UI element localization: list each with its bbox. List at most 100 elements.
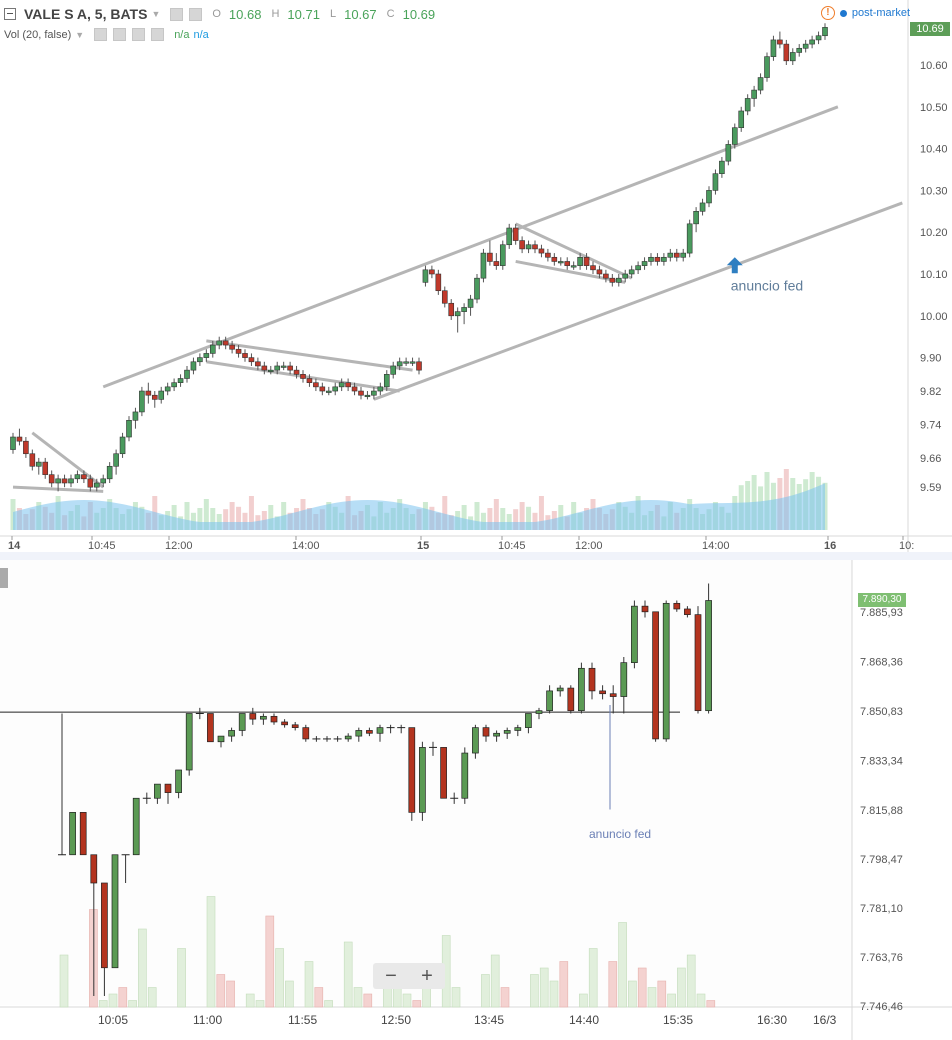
candle: [35, 461, 42, 467]
volume-bar: [314, 987, 324, 1008]
candle: [705, 600, 712, 712]
chevron-down-icon[interactable]: ▼: [75, 29, 85, 40]
settings-icon[interactable]: [170, 7, 184, 21]
candle: [620, 662, 628, 697]
volume-bar: [686, 954, 696, 1008]
candle: [435, 273, 442, 292]
candle: [403, 361, 409, 364]
candle: [113, 453, 119, 467]
candle: [302, 727, 310, 740]
candle: [796, 47, 803, 53]
time-axis-label: 10:45: [88, 540, 116, 552]
candle: [293, 369, 300, 375]
visibility-icon[interactable]: [113, 28, 127, 41]
candle: [139, 390, 145, 413]
candle: [599, 690, 606, 695]
candle: [764, 56, 770, 78]
annotation-arrow-icon: [726, 257, 743, 274]
volume-bar: [236, 506, 242, 530]
price-axis-label: 7.868,36: [860, 657, 903, 669]
candle: [203, 353, 210, 358]
candle: [603, 273, 609, 279]
top-chart-canvas[interactable]: anuncio fed 10.60 10.50 10.40 10.30 10.20 10.1…: [0, 0, 952, 552]
candle: [291, 724, 299, 728]
top-chart-pane[interactable]: anuncio fed 10.60 10.50 10.40 10.30 10.20 10.1…: [0, 0, 952, 552]
time-axis-label: 16/3: [813, 1013, 837, 1027]
bottom-chart-canvas[interactable]: anuncio fed 7.885,93 7.868,36 7.850,83 7.833…: [0, 560, 952, 1040]
visibility-icon[interactable]: [189, 7, 203, 21]
zoom-in-icon[interactable]: +: [421, 964, 433, 987]
market-status[interactable]: ! post-market: [820, 6, 910, 20]
candle: [429, 269, 435, 275]
candle: [514, 727, 522, 731]
add-icon[interactable]: [132, 28, 146, 41]
pane-scroll-handle[interactable]: [0, 568, 8, 588]
candle: [177, 378, 184, 383]
candle: [487, 252, 493, 262]
candle: [207, 713, 214, 743]
candle: [280, 365, 287, 368]
candle: [42, 461, 49, 475]
volume-bar: [657, 980, 667, 1008]
candle: [751, 89, 757, 99]
volume-bar: [184, 502, 190, 530]
candle: [185, 713, 193, 771]
settings-icon[interactable]: [94, 28, 108, 41]
volume-bar: [268, 505, 274, 530]
chevron-down-icon[interactable]: ▼: [151, 9, 161, 19]
warning-icon[interactable]: !: [820, 6, 835, 20]
volume-bar: [285, 980, 294, 1008]
volume-bar: [481, 974, 490, 1008]
price-axis-label: 7.798,47: [860, 854, 903, 866]
volume-bar: [530, 974, 539, 1008]
candle: [661, 256, 667, 262]
zoom-out-icon[interactable]: −: [385, 964, 397, 987]
candle: [61, 478, 68, 484]
candle: [270, 715, 278, 723]
candle: [345, 382, 351, 388]
candle: [164, 386, 171, 392]
collapse-icon[interactable]: [4, 8, 16, 20]
bottom-chart-pane[interactable]: anuncio fed 7.885,93 7.868,36 7.850,83 7.833…: [0, 560, 952, 1040]
candle: [229, 344, 235, 350]
low-label: L: [329, 8, 337, 20]
candle: [409, 361, 416, 364]
volume-bar: [304, 961, 314, 1008]
candle: [588, 667, 596, 692]
candle: [652, 611, 659, 740]
candle: [474, 277, 480, 300]
volume-bar: [532, 512, 538, 530]
candle: [100, 478, 107, 484]
volume-indicator-title[interactable]: Vol (20, false): [4, 28, 72, 41]
candle: [538, 248, 545, 254]
candle: [217, 735, 225, 743]
close-icon[interactable]: [151, 28, 165, 41]
volume-bar: [108, 993, 118, 1008]
candle: [260, 715, 267, 720]
candle: [300, 374, 306, 379]
candle: [783, 43, 790, 62]
symbol-title[interactable]: VALE S A, 5, BATS: [24, 6, 148, 22]
candle: [706, 190, 712, 204]
volume-bar: [500, 508, 506, 530]
candle: [377, 386, 384, 392]
candle: [371, 390, 377, 396]
pane-divider[interactable]: [0, 552, 952, 560]
volume-bar: [696, 993, 706, 1008]
candle: [809, 39, 815, 45]
volume-bar: [493, 499, 499, 530]
candle: [770, 39, 777, 57]
volume-bar: [59, 954, 69, 1008]
candle: [55, 478, 61, 484]
candle: [535, 710, 543, 714]
candle: [235, 348, 242, 354]
price-axis-label: 9.90: [920, 353, 941, 365]
candle: [416, 361, 422, 371]
candle: [281, 721, 288, 726]
candle: [525, 713, 532, 728]
candle: [154, 783, 161, 799]
candle: [344, 735, 352, 740]
candle: [111, 854, 119, 969]
volume-bar: [255, 1000, 265, 1008]
candle: [628, 269, 635, 275]
